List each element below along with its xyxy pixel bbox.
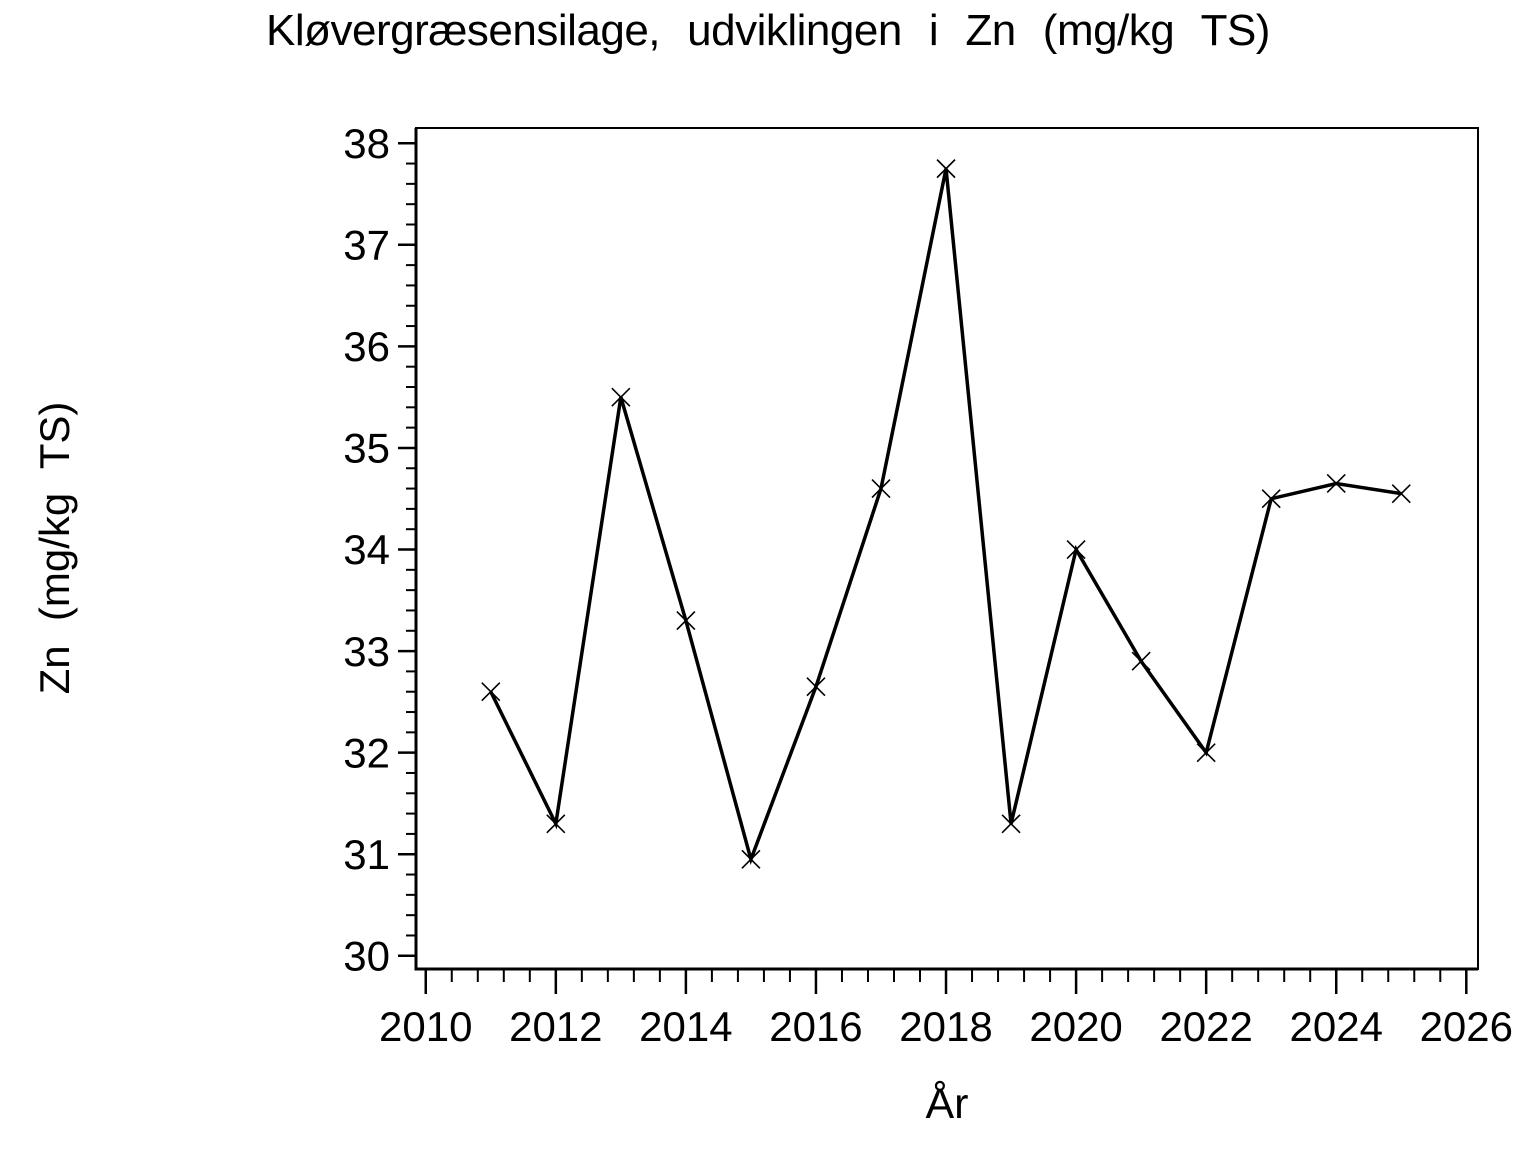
data-point-marker [1326, 473, 1346, 494]
chart-title: Kløvergræsensilage, udviklingen i Zn (mg… [266, 6, 1270, 55]
x-tick-label: 2012 [509, 1003, 602, 1050]
x-tick-label: 2018 [899, 1003, 992, 1050]
data-point-marker [1001, 814, 1021, 834]
y-tick-label: 33 [343, 628, 390, 675]
data-point-marker [1261, 489, 1281, 509]
y-tick-label: 36 [343, 323, 390, 370]
data-point-marker [1066, 539, 1086, 560]
data-point-marker [806, 677, 826, 697]
y-tick-label: 30 [343, 932, 390, 979]
data-point-marker [741, 849, 761, 869]
x-tick-label: 2010 [379, 1003, 472, 1050]
y-tick-label: 38 [343, 120, 390, 167]
x-tick-label: 2026 [1420, 1003, 1513, 1050]
y-tick-label: 31 [343, 831, 390, 878]
y-tick-label: 35 [343, 425, 390, 472]
x-tick-label: 2022 [1159, 1003, 1252, 1050]
series-line [489, 168, 1402, 865]
data-point-marker [871, 479, 891, 499]
plot-frame [415, 127, 1479, 970]
data-point-marker [546, 814, 566, 834]
x-tick-label: 2016 [769, 1003, 862, 1050]
data-point-marker [1131, 651, 1151, 671]
x-tick-label: 2024 [1290, 1003, 1383, 1050]
data-point-marker [1391, 484, 1411, 504]
y-tick-label: 32 [343, 729, 390, 776]
y-tick-label: 37 [343, 222, 390, 269]
y-tick-label: 34 [343, 526, 390, 573]
data-point-marker [676, 611, 696, 631]
data-point-marker [481, 682, 501, 702]
data-point-marker [936, 159, 956, 179]
x-tick-label: 2014 [639, 1003, 732, 1050]
x-tick-label: 2020 [1029, 1003, 1122, 1050]
x-axis-title: År [925, 1080, 969, 1128]
data-point-marker [1196, 743, 1216, 763]
axis-lines [414, 128, 1478, 971]
data-point-marker [611, 387, 631, 407]
